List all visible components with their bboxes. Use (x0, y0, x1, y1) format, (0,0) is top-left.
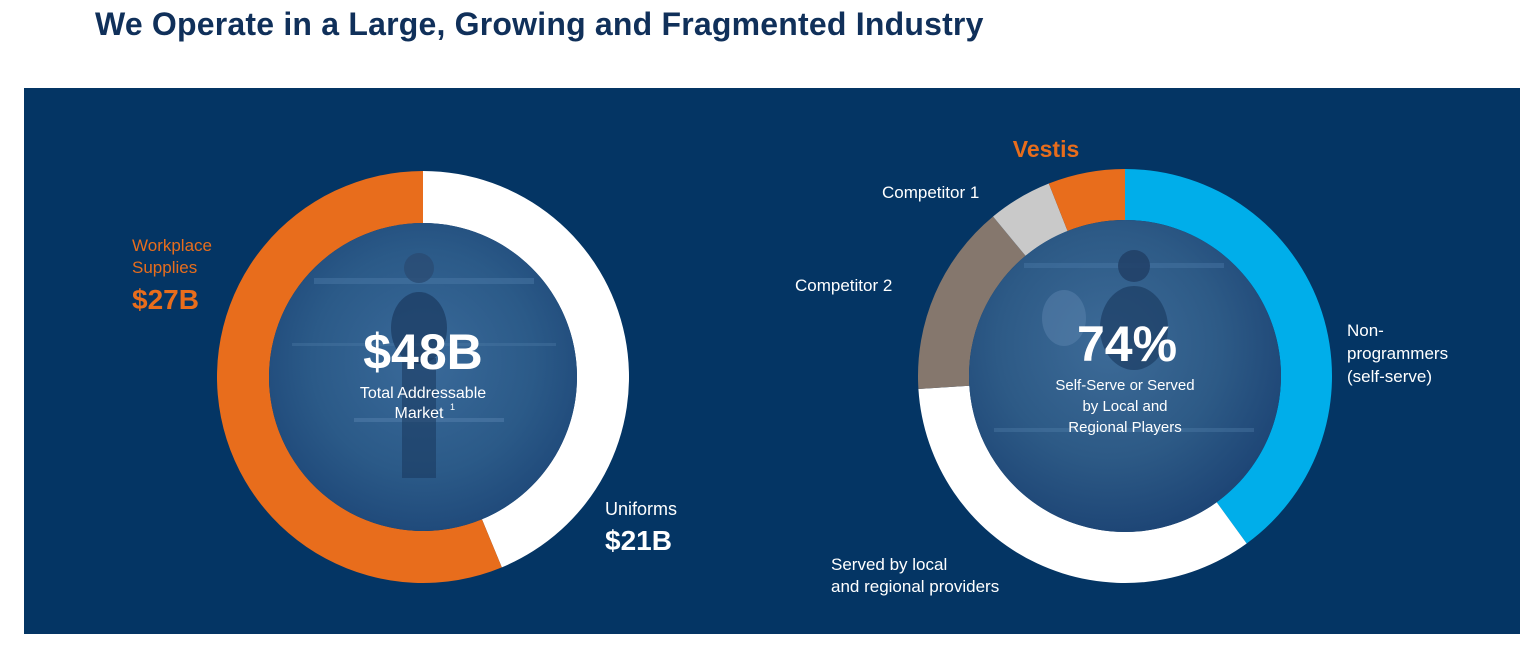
competitor1-label: Competitor 1 (882, 183, 979, 202)
uniforms-label: Uniforms (605, 499, 677, 519)
competitor2-label: Competitor 2 (795, 276, 892, 295)
local-providers-label-line2: and regional providers (831, 577, 999, 596)
share-center-value: 74% (1077, 316, 1177, 372)
vestis-label: Vestis (1013, 136, 1080, 162)
non-programmers-label-line2: programmers (1347, 344, 1448, 363)
market-share-center-photo (969, 220, 1281, 532)
workplace-supplies-value: $27B (132, 284, 199, 315)
donut-segment-served-by-local-and-regional-providers (918, 385, 1247, 583)
non-programmers-label-line1: Non- (1347, 321, 1384, 340)
page-title: We Operate in a Large, Growing and Fragm… (95, 6, 984, 42)
donut-segment-competitor-2 (917, 216, 1026, 389)
tam-caption-line1: Total Addressable (360, 385, 486, 402)
non-programmers-label-line3: (self-serve) (1347, 367, 1432, 386)
tam-center-photo (269, 223, 577, 531)
market-share-donut-chart (917, 169, 1332, 583)
donut-segment-uniforms (423, 171, 629, 568)
tam-total-value: $48B (363, 324, 483, 380)
tam-donut-chart (217, 171, 629, 583)
chart-canvas: $48B Total Addressable Market 1 Workplac… (132, 136, 1448, 596)
donut-segment-workplace-supplies (217, 171, 502, 583)
tam-caption-line2: Market (395, 405, 444, 422)
share-caption-line2: by Local and (1082, 398, 1167, 415)
workplace-supplies-label-line2: Supplies (132, 258, 197, 277)
uniforms-value: $21B (605, 525, 672, 556)
chart-panel: $48B Total Addressable Market 1 Workplac… (24, 88, 1520, 634)
share-caption-line1: Self-Serve or Served (1055, 377, 1194, 394)
tam-footnote: 1 (450, 402, 455, 412)
share-caption-line3: Regional Players (1068, 419, 1181, 436)
workplace-supplies-label-line1: Workplace (132, 236, 212, 255)
local-providers-label-line1: Served by local (831, 555, 947, 574)
donut-segment-non-programmers-self-serve (1125, 169, 1332, 544)
donut-segment-competitor-1 (993, 183, 1068, 256)
donut-segment-vestis (1048, 169, 1125, 231)
